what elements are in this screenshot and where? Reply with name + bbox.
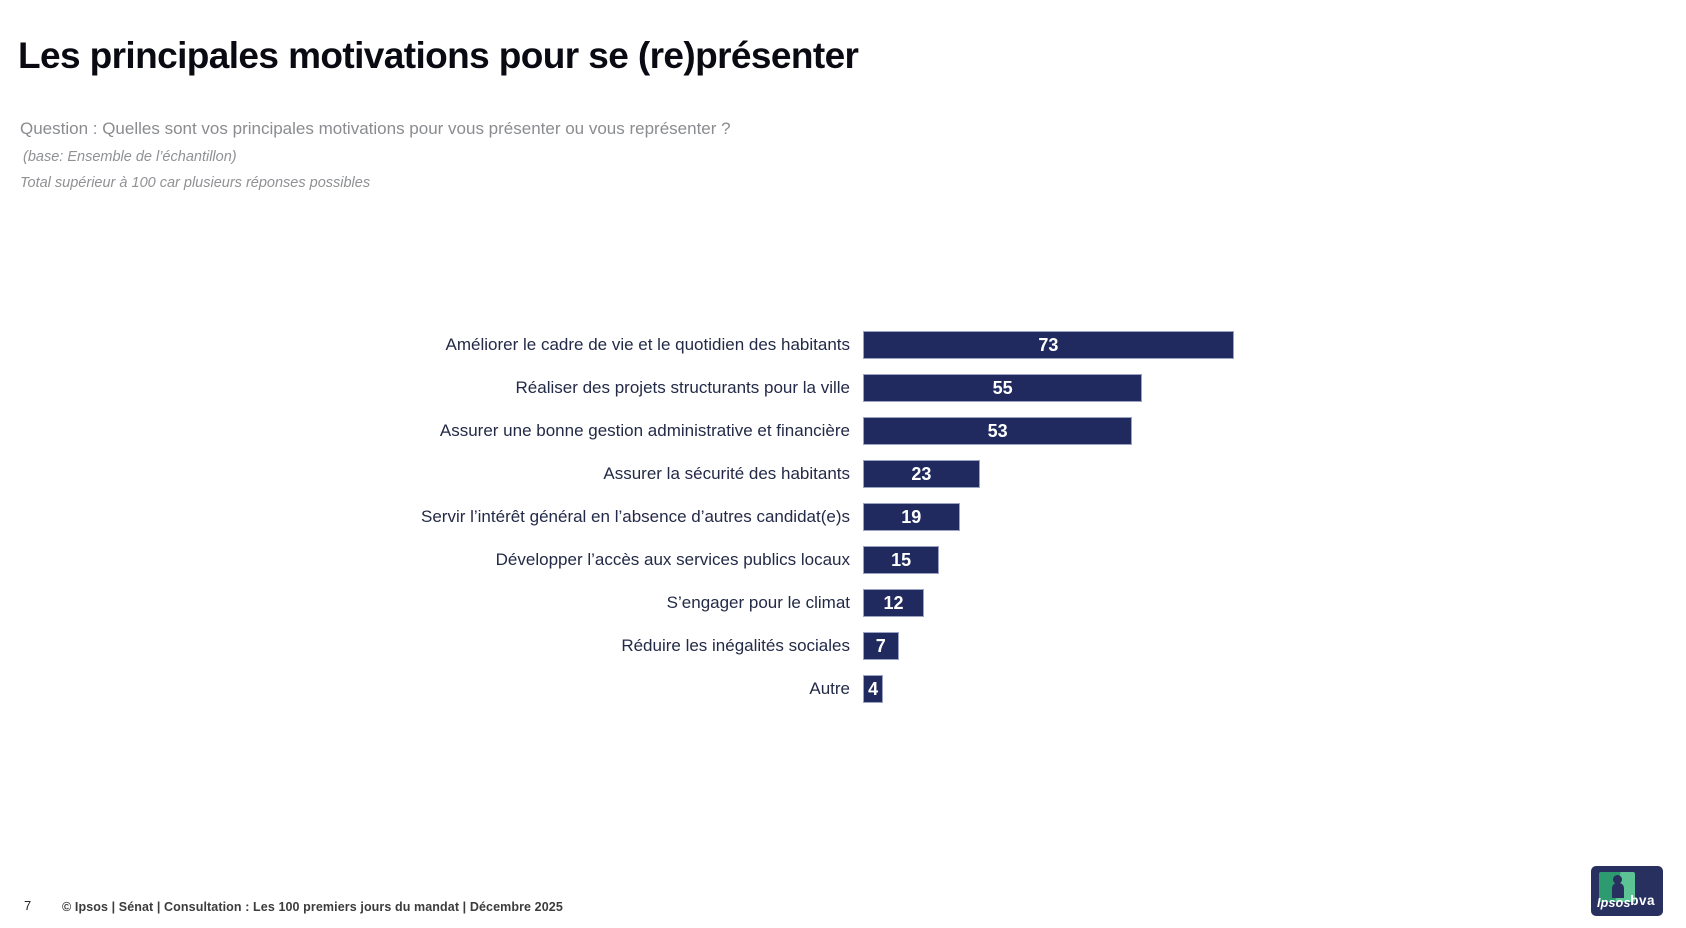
chart-row: Assurer la sécurité des habitants 23 xyxy=(0,453,1330,496)
chart-row: Améliorer le cadre de vie et le quotidie… xyxy=(0,324,1330,367)
chart-row: Développer l’accès aux services publics … xyxy=(0,538,1330,581)
bar: 55 xyxy=(863,374,1143,403)
total-note: Total supérieur à 100 car plusieurs répo… xyxy=(20,175,371,191)
category-label: S’engager pour le climat xyxy=(666,592,850,612)
ipsos-bva-logo: Ipsos bva xyxy=(1591,866,1663,916)
person-body-icon xyxy=(1612,883,1624,898)
logo-green-square xyxy=(1599,872,1635,902)
chart-row: Réduire les inégalités sociales 7 xyxy=(0,624,1330,667)
chart-row: Assurer une bonne gestion administrative… xyxy=(0,410,1330,453)
bar-value-label: 55 xyxy=(992,378,1013,399)
category-label: Assurer une bonne gestion administrative… xyxy=(439,421,850,441)
bar-value-label: 73 xyxy=(1038,335,1059,356)
bar-value-label: 4 xyxy=(868,678,879,699)
logo-ipsos-label: Ipsos xyxy=(1597,896,1631,910)
category-label: Autre xyxy=(809,678,850,698)
question-text: Question : Quelles sont vos principales … xyxy=(20,119,731,138)
person-head-icon xyxy=(1613,875,1622,884)
bar: 23 xyxy=(863,460,980,489)
logo-bva-label: bva xyxy=(1630,893,1655,908)
page-number: 7 xyxy=(24,898,32,913)
chart-row: Autre 4 xyxy=(0,667,1330,710)
page-title: Les principales motivations pour se (re)… xyxy=(18,34,859,76)
bar: 73 xyxy=(863,331,1234,360)
chart-row: S’engager pour le climat 12 xyxy=(0,581,1330,624)
bar: 4 xyxy=(863,674,884,703)
category-label: Améliorer le cadre de vie et le quotidie… xyxy=(445,335,850,355)
bar: 19 xyxy=(863,503,960,531)
category-label: Réaliser des projets structurants pour l… xyxy=(515,378,850,398)
chart-row: Réaliser des projets structurants pour l… xyxy=(0,367,1330,410)
bar: 15 xyxy=(863,545,940,574)
bar-chart: Améliorer le cadre de vie et le quotidie… xyxy=(0,324,1330,710)
base-note: (base: Ensemble de l’échantillon) xyxy=(23,149,237,165)
bar-value-label: 12 xyxy=(883,592,904,613)
bar-value-label: 23 xyxy=(911,464,932,485)
footer-copyright: © Ipsos | Sénat | Consultation : Les 100… xyxy=(62,900,563,914)
bar: 12 xyxy=(863,588,924,617)
bar-value-label: 53 xyxy=(987,421,1008,442)
category-label: Assurer la sécurité des habitants xyxy=(603,464,850,484)
category-label: Développer l’accès aux services publics … xyxy=(495,549,850,569)
bar-value-label: 7 xyxy=(875,635,886,656)
category-label: Servir l’intérêt général en l’absence d’… xyxy=(420,507,850,526)
category-label: Réduire les inégalités sociales xyxy=(621,635,850,655)
chart-row: Servir l’intérêt général en l’absence d’… xyxy=(0,496,1330,539)
bar-value-label: 19 xyxy=(901,507,922,527)
bar: 53 xyxy=(863,417,1133,446)
bar: 7 xyxy=(863,631,899,660)
bar-value-label: 15 xyxy=(891,549,912,570)
